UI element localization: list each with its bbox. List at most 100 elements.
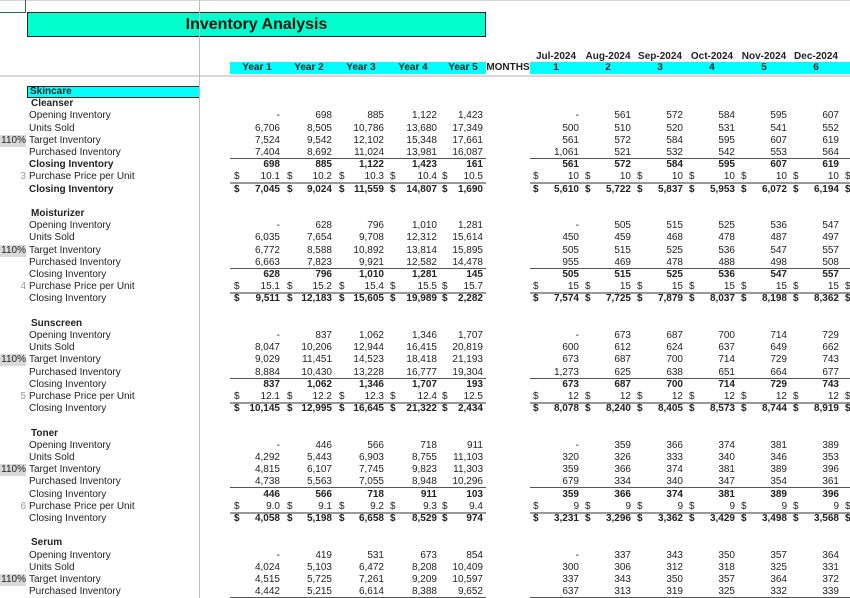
year-cell[interactable]: 837: [234, 379, 280, 391]
month-cell[interactable]: $3,296: [585, 513, 631, 525]
month-cell[interactable]: 532: [637, 147, 683, 159]
month-cell[interactable]: 687: [585, 354, 631, 366]
year-cell[interactable]: $12,995: [287, 403, 332, 415]
year-cell[interactable]: 4,738: [234, 476, 280, 488]
year-cell[interactable]: 20,819: [442, 342, 483, 354]
year-cell[interactable]: 1,423: [390, 159, 437, 171]
month-cell[interactable]: $9: [533, 501, 579, 513]
month-cell[interactable]: 381: [689, 464, 735, 476]
year-cell[interactable]: 13,228: [339, 367, 384, 379]
month-cell[interactable]: $5,722: [585, 184, 631, 196]
month-cell[interactable]: 542: [689, 147, 735, 159]
year-cell[interactable]: $10.2: [287, 171, 332, 183]
month-cell[interactable]: 955: [533, 257, 579, 269]
month-cell[interactable]: 487: [741, 232, 787, 244]
month-cell[interactable]: 547: [793, 220, 839, 232]
year-cell[interactable]: $12.5: [442, 391, 483, 403]
month-cell[interactable]: 673: [533, 379, 579, 391]
month-cell[interactable]: 673: [533, 354, 579, 366]
month-cell[interactable]: $7,725: [585, 293, 631, 305]
year-cell[interactable]: 10,892: [339, 245, 384, 257]
year-cell[interactable]: 8,505: [287, 123, 332, 135]
month-cell[interactable]: 687: [585, 379, 631, 391]
row-parameter[interactable]: 110%: [0, 464, 26, 477]
year-cell[interactable]: 8,948: [390, 476, 437, 488]
month-cell[interactable]: 361: [793, 476, 839, 488]
year-cell[interactable]: 1,122: [390, 110, 437, 122]
month-cell[interactable]: $3,362: [637, 513, 683, 525]
year-cell[interactable]: $19,989: [390, 293, 437, 305]
month-cell[interactable]: 364: [741, 574, 787, 586]
month-cell[interactable]: 520: [637, 123, 683, 135]
month-cell[interactable]: 350: [637, 574, 683, 586]
year-cell[interactable]: $6,658: [339, 513, 384, 525]
year-cell[interactable]: $10.3: [339, 171, 384, 183]
month-cell[interactable]: 521: [585, 147, 631, 159]
month-cell[interactable]: $15: [793, 281, 839, 293]
month-cell[interactable]: 619: [793, 135, 839, 147]
year-cell[interactable]: $9.3: [390, 501, 437, 513]
month-cell[interactable]: 677: [793, 367, 839, 379]
year-cell[interactable]: 9,921: [339, 257, 384, 269]
year-cell[interactable]: 1,010: [390, 220, 437, 232]
year-cell[interactable]: 8,047: [234, 342, 280, 354]
month-cell-partial[interactable]: $: [845, 184, 850, 196]
month-cell[interactable]: 664: [741, 367, 787, 379]
month-cell[interactable]: 714: [689, 354, 735, 366]
month-cell[interactable]: 584: [637, 135, 683, 147]
month-cell[interactable]: $10: [689, 171, 735, 183]
month-cell[interactable]: 673: [585, 330, 631, 342]
month-cell-partial[interactable]: $: [845, 513, 850, 525]
month-cell[interactable]: -: [533, 440, 579, 452]
month-cell[interactable]: 595: [741, 110, 787, 122]
month-cell[interactable]: 637: [689, 342, 735, 354]
year-cell[interactable]: $10,145: [234, 403, 280, 415]
year-cell[interactable]: 11,303: [442, 464, 483, 476]
year-cell[interactable]: 5,563: [287, 476, 332, 488]
row-parameter[interactable]: 3: [20, 171, 26, 183]
year-cell[interactable]: 13,981: [390, 147, 437, 159]
month-cell[interactable]: 612: [585, 342, 631, 354]
month-cell[interactable]: $6,072: [741, 184, 787, 196]
month-cell[interactable]: $8,919: [793, 403, 839, 415]
year-cell[interactable]: 7,055: [339, 476, 384, 488]
month-cell[interactable]: 557: [793, 245, 839, 257]
year-cell[interactable]: 9,542: [287, 135, 332, 147]
month-cell[interactable]: 505: [533, 245, 579, 257]
month-cell[interactable]: 679: [533, 476, 579, 488]
month-cell[interactable]: 340: [689, 452, 735, 464]
month-cell[interactable]: 584: [637, 159, 683, 171]
month-cell[interactable]: 687: [637, 330, 683, 342]
year-cell[interactable]: 10,409: [442, 562, 483, 574]
year-cell[interactable]: $12,183: [287, 293, 332, 305]
year-cell[interactable]: 6,706: [234, 123, 280, 135]
year-cell[interactable]: 885: [287, 159, 332, 171]
month-cell[interactable]: $15: [689, 281, 735, 293]
row-parameter[interactable]: 5: [20, 391, 26, 402]
year-cell[interactable]: 1,707: [442, 330, 483, 342]
year-cell[interactable]: 1,010: [339, 269, 384, 281]
year-cell[interactable]: 103: [442, 489, 483, 501]
year-cell[interactable]: $1,690: [442, 184, 483, 196]
month-cell[interactable]: $12: [585, 391, 631, 403]
year-cell[interactable]: 854: [442, 550, 483, 562]
year-cell[interactable]: 4,292: [234, 452, 280, 464]
month-cell[interactable]: 337: [585, 550, 631, 562]
year-cell[interactable]: $4,058: [234, 513, 280, 525]
year-cell[interactable]: -: [234, 110, 280, 122]
year-cell[interactable]: 9,652: [442, 586, 483, 598]
month-cell[interactable]: $8,573: [689, 403, 735, 415]
year-cell[interactable]: $7,045: [234, 184, 280, 196]
year-cell[interactable]: 718: [390, 440, 437, 452]
month-cell[interactable]: $5,610: [533, 184, 579, 196]
month-cell-partial[interactable]: $: [845, 281, 850, 293]
year-cell[interactable]: 13,680: [390, 123, 437, 135]
year-cell[interactable]: $15.1: [234, 281, 280, 293]
month-cell[interactable]: 531: [689, 123, 735, 135]
year-cell[interactable]: 17,349: [442, 123, 483, 135]
month-cell[interactable]: $9: [637, 501, 683, 513]
month-cell[interactable]: 525: [689, 220, 735, 232]
year-cell[interactable]: $8,529: [390, 513, 437, 525]
year-cell[interactable]: 145: [442, 269, 483, 281]
year-cell[interactable]: 5,103: [287, 562, 332, 574]
